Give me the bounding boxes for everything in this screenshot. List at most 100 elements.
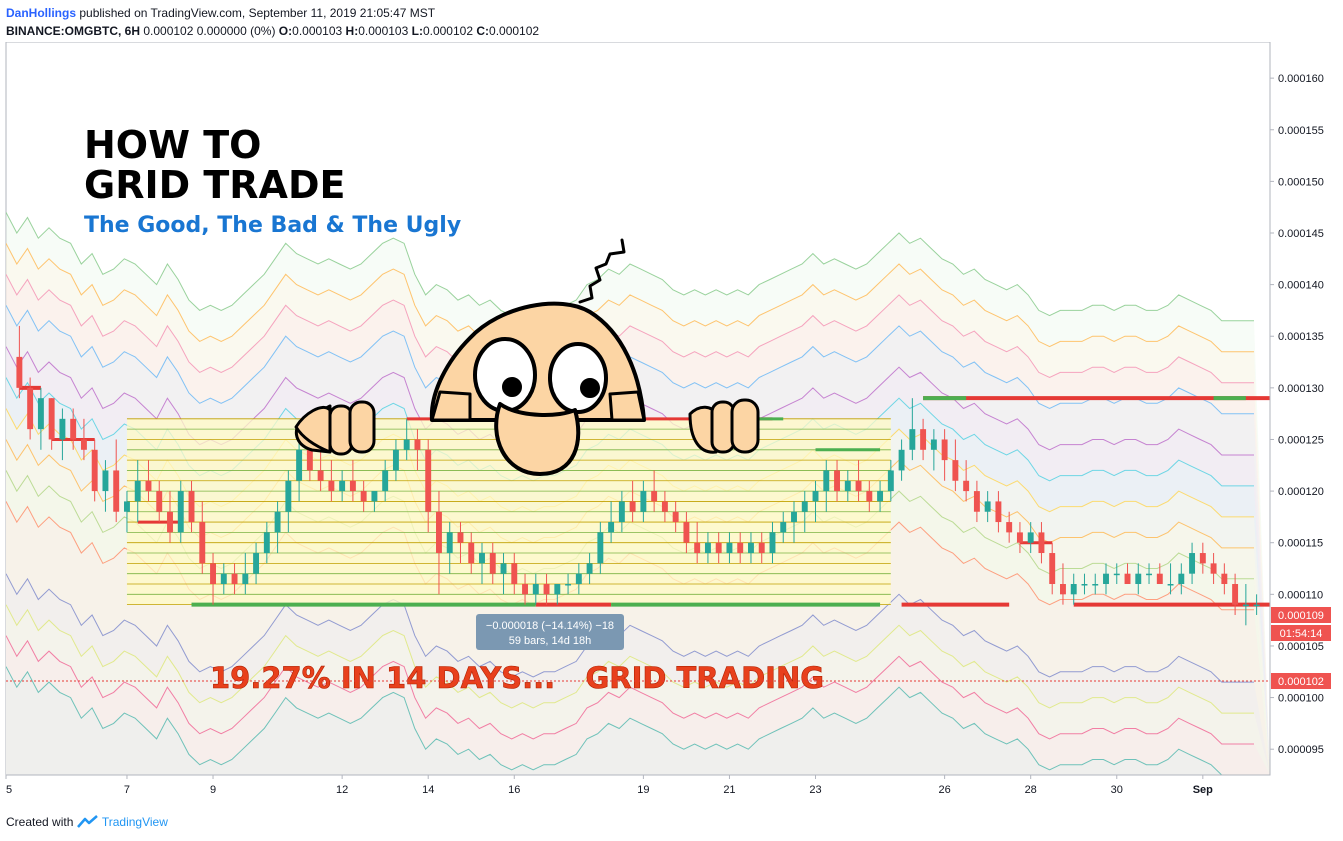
cloud-band <box>6 635 1270 775</box>
candle-body <box>1156 573 1163 585</box>
price-tick-label: 0.000100 <box>1278 693 1324 705</box>
time-tick-label: 26 <box>938 784 950 796</box>
candle-body <box>984 501 991 512</box>
time-tick-label: 21 <box>723 784 735 796</box>
candle-body <box>199 522 206 564</box>
candle-body <box>1103 573 1109 585</box>
candle-body <box>834 470 840 492</box>
candle-body <box>748 542 754 554</box>
candle-body <box>855 480 862 492</box>
candle-body <box>27 387 34 430</box>
price-tick-label: 0.000095 <box>1278 744 1324 756</box>
price-tick-label: 0.000120 <box>1278 486 1324 498</box>
candle-body <box>134 480 141 502</box>
candle-body <box>48 398 55 440</box>
candle-body <box>877 491 884 502</box>
candle-body <box>1167 584 1174 586</box>
tradingview-logo-icon <box>76 815 98 828</box>
candle-body <box>995 501 1002 523</box>
price-axis[interactable]: 0.000160 0.000155 0.000150 0.000145 0.000140… <box>1269 42 1324 775</box>
price-tick-label: 0.000110 <box>1278 589 1323 601</box>
cloud-band <box>6 604 1270 775</box>
candle-body <box>1006 522 1013 533</box>
candle-body <box>973 491 980 512</box>
candle-body <box>640 491 647 512</box>
candle-body <box>1199 553 1206 564</box>
candle-body <box>737 542 744 554</box>
candle-body <box>1135 573 1142 585</box>
candle-body <box>220 573 227 585</box>
candle-body <box>1113 573 1120 576</box>
candle-body <box>801 501 808 512</box>
high-value: 0.000103 <box>358 24 409 38</box>
time-tick-label: 19 <box>637 784 649 796</box>
price-tick-label: 0.000150 <box>1278 176 1324 188</box>
candle-body <box>145 480 152 492</box>
candle-body <box>1189 553 1196 574</box>
created-with-text: Created with <box>6 815 74 829</box>
candle-body <box>941 439 948 461</box>
candle-body <box>543 584 550 595</box>
candle-body <box>468 542 475 564</box>
candle-body <box>59 418 66 440</box>
candle-body <box>16 356 23 388</box>
candle-body <box>683 522 690 543</box>
candle-body <box>446 532 453 554</box>
candle-body <box>37 398 44 430</box>
crosshair-price-label: 0.000102 <box>1278 676 1324 688</box>
candle-body <box>618 501 625 523</box>
candle-body <box>715 542 722 554</box>
candle-body <box>812 491 819 502</box>
banner-text: 19.27% IN 14 DAYS... GRID TRADING <box>210 661 824 695</box>
candle-body <box>629 501 636 512</box>
candle-body <box>360 491 367 502</box>
candle-body <box>339 480 346 492</box>
price-chart[interactable]: HOW TO GRID TRADE The Good, The Bad & Th… <box>0 42 1343 808</box>
candle-body <box>317 470 324 481</box>
candle-body <box>80 439 87 450</box>
candle-body <box>866 491 873 502</box>
candle-body <box>285 480 292 512</box>
candle-body <box>661 501 668 512</box>
candle-body <box>920 429 927 450</box>
time-tick-label: 28 <box>1025 784 1037 796</box>
price-tick-label: 0.000140 <box>1278 280 1324 292</box>
time-tick-label: 30 <box>1111 784 1123 796</box>
time-tick-label: 23 <box>809 784 821 796</box>
candle-body <box>253 553 260 574</box>
publish-info: published on TradingView.com, September … <box>79 6 436 20</box>
candle-body <box>1253 604 1260 607</box>
candle-body <box>898 449 905 471</box>
candle-body <box>1016 532 1023 543</box>
candle-body <box>791 511 797 523</box>
candle-body <box>436 511 442 554</box>
measure-tooltip: −0.000018 (−14.14%) −18 59 bars, 14d 18h <box>476 614 624 650</box>
candle-body <box>263 532 270 554</box>
cloud-line <box>6 666 1254 775</box>
time-axis[interactable]: 5 7 9 12 14 16 19 21 23 26 28 30 Sep <box>5 774 1270 796</box>
candle-body <box>274 511 281 533</box>
symbol-label[interactable]: BINANCE:OMGBTC, 6H <box>6 24 140 38</box>
candle-body <box>1081 584 1088 586</box>
measure-change: −0.000018 (−14.14%) −18 <box>486 620 614 632</box>
candle-body <box>823 470 830 492</box>
close-label: C: <box>476 24 490 38</box>
subtitle: The Good, The Bad & The Ugly <box>84 213 461 238</box>
cloud-line <box>6 635 1254 745</box>
candle-body <box>1232 584 1239 605</box>
candle-body <box>425 449 432 512</box>
candle-body <box>511 563 518 585</box>
time-tick-label: 16 <box>508 784 520 796</box>
candle-body <box>328 480 335 492</box>
ohlc-line: BINANCE:OMGBTC, 6H 0.000102 0.000000 (0%… <box>6 22 1336 40</box>
candle-body <box>651 491 658 502</box>
candle-body <box>844 480 851 492</box>
cloud-line <box>6 243 1254 353</box>
low-value: 0.000102 <box>422 24 474 38</box>
tradingview-link[interactable]: TradingView <box>101 815 168 829</box>
open-label: O: <box>278 24 293 38</box>
title-line-1: HOW TO <box>84 123 261 167</box>
title-line-2: GRID TRADE <box>84 163 345 207</box>
author-link[interactable]: DanHollings <box>6 6 77 20</box>
peeking-man-illustration <box>294 238 760 476</box>
